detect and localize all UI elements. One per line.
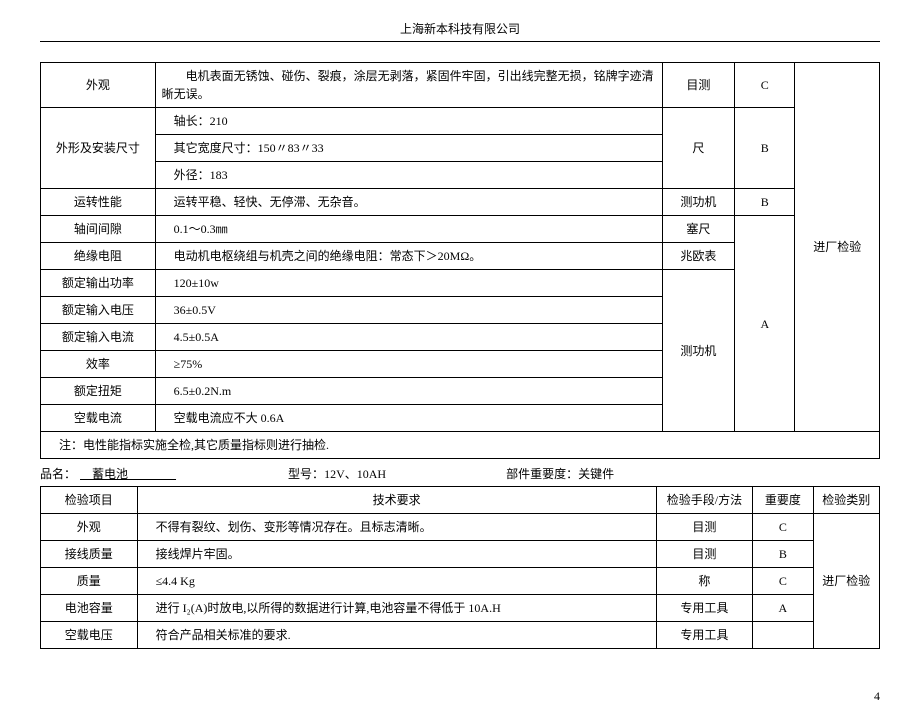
- grade-cell: B: [735, 108, 795, 189]
- method-cell: 尺: [662, 108, 734, 189]
- page-number: 4: [40, 689, 880, 704]
- category-cell: 进厂检验: [795, 63, 880, 432]
- table-header-row: 检验项目 技术要求 检验手段/方法 重要度 检验类别: [41, 487, 880, 514]
- req-cell: 进行 I₂(A)时放电,以所得的数据进行计算,电池容量不得低于 10A.H: [137, 595, 656, 622]
- table-row: 外观 电机表面无锈蚀、碰伤、裂痕，涂层无剥落，紧固件牢固，引出线完整无损，铭牌字…: [41, 63, 880, 108]
- req-cell: 0.1～0.3㎜: [155, 216, 662, 243]
- req-cell: ≤4.4 Kg: [137, 568, 656, 595]
- method-cell: 塞尺: [662, 216, 734, 243]
- grade-cell: [753, 622, 813, 649]
- item-cell: 额定扭矩: [41, 378, 156, 405]
- table-row: 轴间间隙 0.1～0.3㎜ 塞尺 A: [41, 216, 880, 243]
- product-model-label: 型号：: [288, 465, 324, 482]
- req-cell: 4.5±0.5A: [155, 324, 662, 351]
- header-cell: 检验手段/方法: [656, 487, 753, 514]
- category-cell: 进厂检验: [813, 514, 879, 649]
- item-cell: 轴间间隙: [41, 216, 156, 243]
- item-cell: 额定输入电压: [41, 297, 156, 324]
- table-row: 外形及安装尺寸 轴长：210 尺 B: [41, 108, 880, 135]
- header-cell: 检验项目: [41, 487, 138, 514]
- product-name-label: 品名：: [40, 465, 76, 482]
- method-cell: 目测: [656, 541, 753, 568]
- product-info-line: 品名： 蓄电池 型号： 12V、10AH 部件重要度：关键件: [40, 465, 880, 482]
- req-cell: 运转平稳、轻快、无停滞、无杂音。: [155, 189, 662, 216]
- product-importance: 部件重要度：关键件: [506, 465, 614, 482]
- grade-cell: C: [753, 568, 813, 595]
- method-cell: 兆欧表: [662, 243, 734, 270]
- item-cell: 额定输入电流: [41, 324, 156, 351]
- req-cell: 接线焊片牢固。: [137, 541, 656, 568]
- method-cell: 目测: [656, 514, 753, 541]
- method-cell: 测功机: [662, 189, 734, 216]
- table-row: 质量 ≤4.4 Kg 称 C: [41, 568, 880, 595]
- inspection-table-2: 检验项目 技术要求 检验手段/方法 重要度 检验类别 外观 不得有裂纹、划伤、变…: [40, 486, 880, 649]
- inspection-table-1: 外观 电机表面无锈蚀、碰伤、裂痕，涂层无剥落，紧固件牢固，引出线完整无损，铭牌字…: [40, 62, 880, 459]
- table-row: 运转性能 运转平稳、轻快、无停滞、无杂音。 测功机 B: [41, 189, 880, 216]
- item-cell: 绝缘电阻: [41, 243, 156, 270]
- header-rule: [40, 41, 880, 42]
- method-cell: 测功机: [662, 270, 734, 432]
- table-row: 外观 不得有裂纹、划伤、变形等情况存在。且标志清晰。 目测 C 进厂检验: [41, 514, 880, 541]
- req-cell: 其它宽度尺寸：150〃83〃33: [155, 135, 662, 162]
- header-cell: 检验类别: [813, 487, 879, 514]
- item-cell: 运转性能: [41, 189, 156, 216]
- item-cell: 外观: [41, 63, 156, 108]
- table-row: 空载电压 符合产品相关标准的要求. 专用工具: [41, 622, 880, 649]
- method-cell: 专用工具: [656, 595, 753, 622]
- req-cell: 电机表面无锈蚀、碰伤、裂痕，涂层无剥落，紧固件牢固，引出线完整无损，铭牌字迹清晰…: [155, 63, 662, 108]
- item-cell: 外观: [41, 514, 138, 541]
- item-cell: 外形及安装尺寸: [41, 108, 156, 189]
- product-model-value: 12V、10AH: [324, 465, 386, 482]
- item-cell: 效率: [41, 351, 156, 378]
- method-cell: 称: [656, 568, 753, 595]
- req-cell: 符合产品相关标准的要求.: [137, 622, 656, 649]
- spacer: [386, 465, 506, 482]
- method-cell: 目测: [662, 63, 734, 108]
- item-cell: 电池容量: [41, 595, 138, 622]
- req-cell: 120±10w: [155, 270, 662, 297]
- grade-cell: B: [735, 189, 795, 216]
- grade-cell: B: [753, 541, 813, 568]
- req-cell: 空载电流应不大 0.6A: [155, 405, 662, 432]
- req-cell: ≥75%: [155, 351, 662, 378]
- req-cell: 轴长：210: [155, 108, 662, 135]
- table-row: 电池容量 进行 I₂(A)时放电,以所得的数据进行计算,电池容量不得低于 10A…: [41, 595, 880, 622]
- req-cell: 6.5±0.2N.m: [155, 378, 662, 405]
- req-cell: 不得有裂纹、划伤、变形等情况存在。且标志清晰。: [137, 514, 656, 541]
- note-cell: 注：电性能指标实施全检,其它质量指标则进行抽检.: [41, 432, 880, 459]
- header-cell: 重要度: [753, 487, 813, 514]
- grade-cell: C: [735, 63, 795, 108]
- grade-cell: C: [753, 514, 813, 541]
- grade-cell: A: [753, 595, 813, 622]
- company-header: 上海新本科技有限公司: [40, 20, 880, 37]
- req-cell: 电动机电枢绕组与机壳之间的绝缘电阻：常态下＞20MΩ。: [155, 243, 662, 270]
- item-cell: 额定输出功率: [41, 270, 156, 297]
- table-note-row: 注：电性能指标实施全检,其它质量指标则进行抽检.: [41, 432, 880, 459]
- req-cell: 36±0.5V: [155, 297, 662, 324]
- grade-cell: A: [735, 216, 795, 432]
- header-cell: 技术要求: [137, 487, 656, 514]
- table-row: 接线质量 接线焊片牢固。 目测 B: [41, 541, 880, 568]
- req-cell: 外径：183: [155, 162, 662, 189]
- spacer: [180, 465, 288, 482]
- item-cell: 空载电流: [41, 405, 156, 432]
- method-cell: 专用工具: [656, 622, 753, 649]
- item-cell: 接线质量: [41, 541, 138, 568]
- product-name-value: 蓄电池: [76, 465, 180, 482]
- item-cell: 空载电压: [41, 622, 138, 649]
- item-cell: 质量: [41, 568, 138, 595]
